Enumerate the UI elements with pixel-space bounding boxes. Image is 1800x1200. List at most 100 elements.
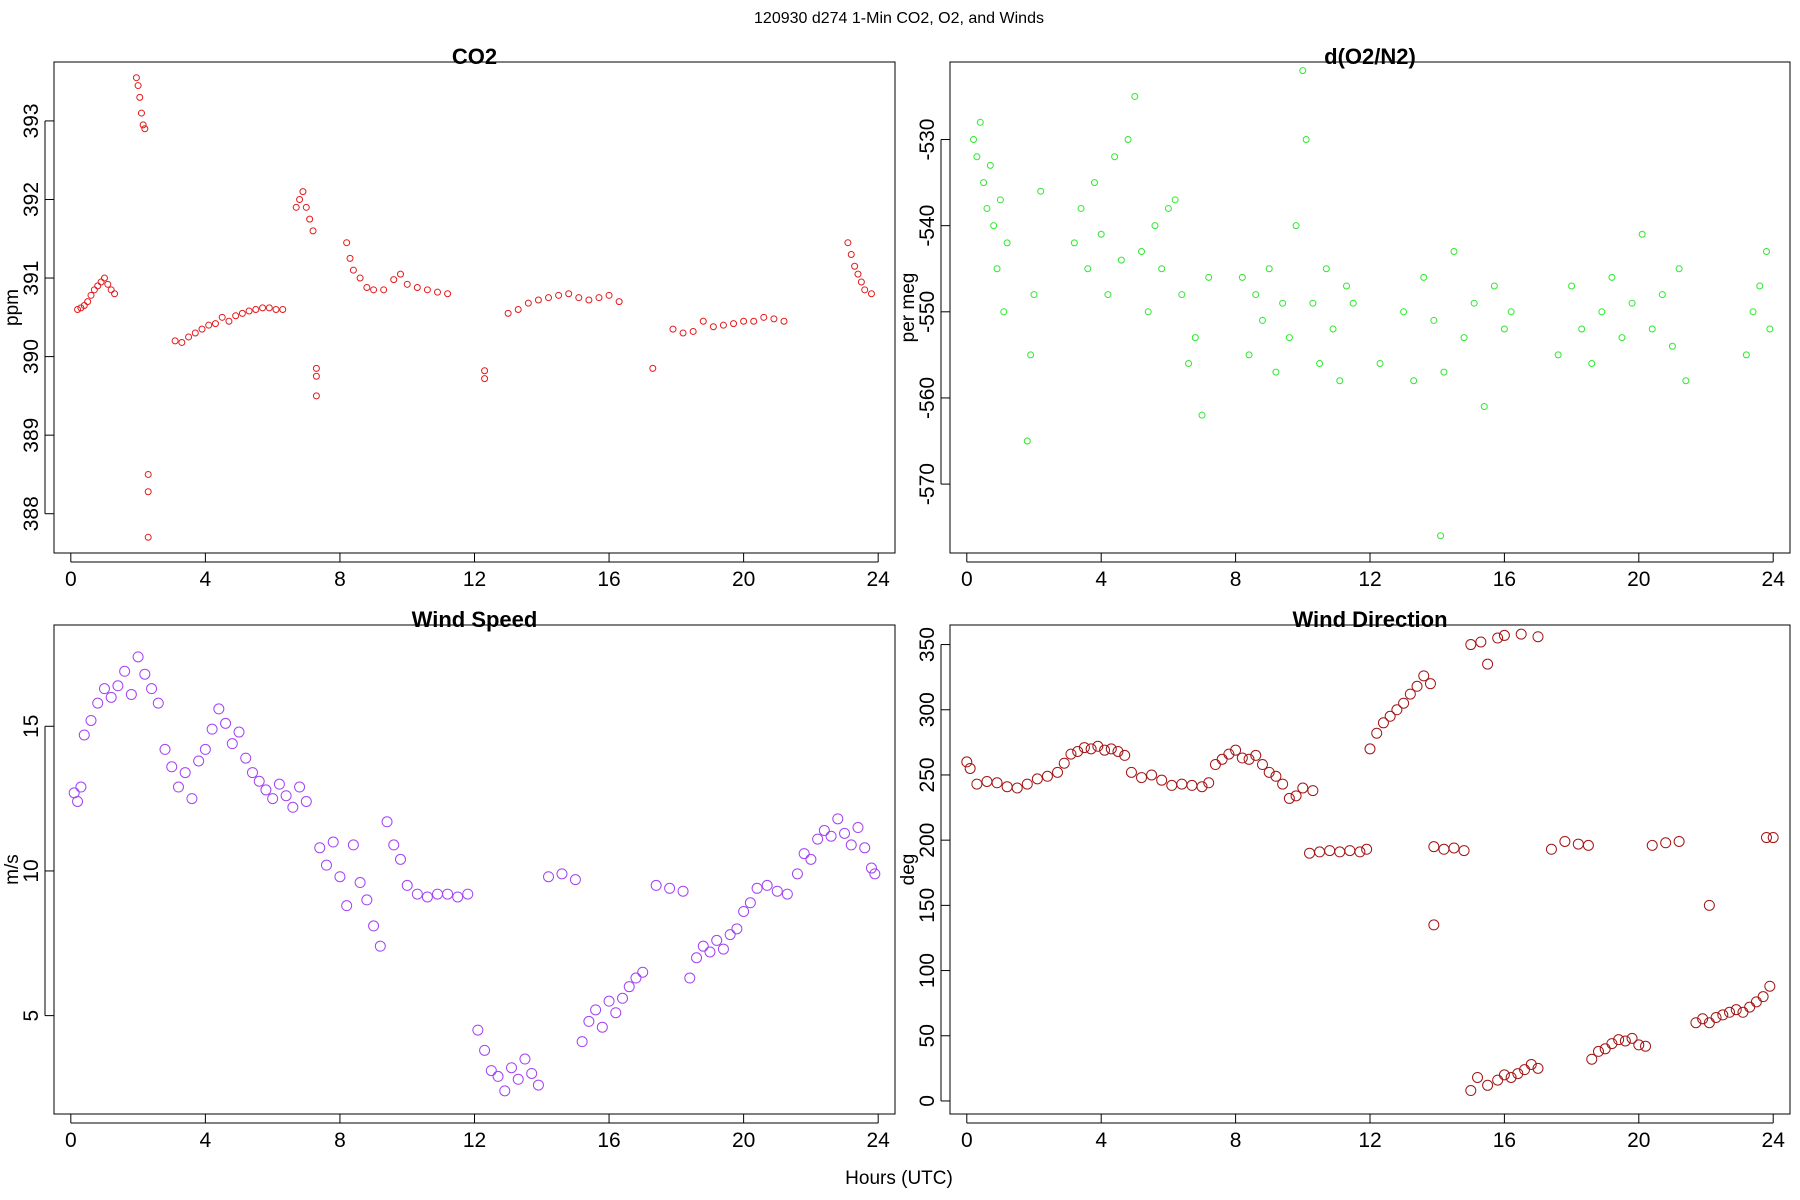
wind-speed-data-point [354,877,366,889]
wind-speed-data-point [240,752,252,764]
wind-direction-data-point [1757,991,1769,1003]
co2-data-point [259,304,267,312]
d-o2-n2-data-point [1440,368,1448,376]
wind-direction-data-point [1203,777,1215,789]
wind-direction-data-point [1599,1043,1611,1055]
wind-speed-data-point [845,839,857,851]
d-o2-n2-data-point [1158,265,1166,273]
wind-direction-data-point [1592,1045,1604,1057]
d-o2-n2-data-point [1198,411,1206,419]
co2-data-point [134,82,142,90]
wind-direction-x-tick-label: 12 [1358,1129,1381,1152]
d-o2-n2-data-point [1410,377,1418,385]
wind-direction-data-point [1304,847,1316,859]
d-o2-n2-data-point [1285,334,1293,342]
co2-x-tick-label: 8 [334,568,346,591]
wind-speed-data-point [637,966,649,978]
co2-data-point [94,282,102,290]
wind-speed-data-point [280,790,292,802]
co2-data-point [363,283,371,291]
wind-speed-y-tick-label: 10 [20,859,43,882]
d-o2-n2-data-point [1302,136,1310,144]
wind-direction-data-point [971,778,983,790]
co2-data-point [74,305,82,313]
co2-data-point [139,121,147,129]
wind-direction-data-point [1223,748,1235,760]
wind-speed-data-point [119,665,131,677]
wind-direction-data-point [1361,843,1373,855]
d-o2-n2-data-point [1588,359,1596,367]
d-o2-n2-data-point [1682,377,1690,385]
d-o2-n2-data-point [1749,308,1757,316]
wind-speed-data-point [452,891,464,903]
wind-speed-data-point [485,1065,497,1077]
co2-data-point [84,298,92,306]
wind-direction-title: Wind Direction [1292,607,1447,632]
co2-data-point [595,294,603,302]
d-o2-n2-data-point [1568,282,1576,290]
wind-speed-x-tick-label: 24 [867,1129,891,1152]
wind-speed-data-point [213,703,225,715]
d-o2-n2-data-point [1185,359,1193,367]
wind-direction-data-point [1465,1085,1477,1097]
co2-data-point [245,307,253,315]
co2-data-point [198,325,206,333]
wind-direction-data-point [1186,779,1198,791]
wind-direction-data-point [1411,680,1423,692]
d-o2-n2-data-point [1342,282,1350,290]
wind-direction-data-point [1545,843,1557,855]
wind-direction-data-point [1001,781,1013,793]
wind-speed-data-point [798,848,810,860]
wind-direction-y-tick-label: 100 [916,953,939,988]
wind-direction-data-point [981,775,993,787]
co2-data-point [144,488,152,496]
co2-data-point [144,470,152,478]
wind-direction-data-point [1767,832,1779,844]
wind-direction-data-point [1031,773,1043,785]
d-o2-n2-panel: d(O2/N2) 0 4 8 12 16 20 24 -570 -560 -550 -540 -530 p… [898,44,1791,591]
d-o2-n2-data-point [1037,187,1045,195]
wind-direction-data-point [1458,845,1470,857]
d-o2-n2-data-point [1336,377,1344,385]
wind-direction-y-axis-label: deg [898,854,919,886]
d-o2-n2-data-point [1238,273,1246,281]
wind-speed-data-point [146,683,158,695]
d-o2-n2-y-tick-label: -540 [916,205,939,247]
wind-speed-data-point [818,824,830,836]
wind-direction-data-point [1572,838,1584,850]
d-o2-n2-data-point [1420,273,1428,281]
d-o2-n2-data-point [1648,325,1656,333]
wind-speed-data-point [421,891,433,903]
co2-data-point [524,299,532,307]
wind-speed-data-point [105,691,117,703]
co2-data-point [252,305,260,313]
wind-direction-data-point [1640,1040,1652,1052]
d-o2-n2-data-point [1272,368,1280,376]
wind-direction-data-point [1744,1001,1756,1013]
wind-direction-data-point [1065,748,1077,760]
wind-direction-data-point [1125,766,1137,778]
d-o2-n2-data-point [1470,299,1478,307]
wind-direction-data-point [1166,779,1178,791]
wind-speed-data-point [543,871,555,883]
wind-direction-data-point [1371,727,1383,739]
co2-data-point [211,320,219,328]
wind-speed-x-tick-label: 16 [597,1129,620,1152]
wind-speed-data-point [388,839,400,851]
d-o2-n2-data-point [1138,248,1146,256]
wind-speed-data-point [610,1007,622,1019]
d-o2-n2-data-point [1460,334,1468,342]
d-o2-n2-data-point [1077,204,1085,212]
wind-direction-data-point [1418,670,1430,682]
d-o2-n2-data-point [1151,222,1159,230]
wind-direction-data-point [1290,790,1302,802]
wind-speed-data-point [401,879,413,891]
wind-direction-data-point [1105,743,1117,755]
d-o2-n2-data-point [1490,282,1498,290]
wind-direction-data-point [1354,846,1366,858]
co2-data-point [178,338,186,346]
wind-speed-data-point [273,778,285,790]
wind-speed-data-point [738,905,750,917]
wind-direction-data-point [1324,845,1336,857]
wind-direction-data-point [1391,704,1403,716]
